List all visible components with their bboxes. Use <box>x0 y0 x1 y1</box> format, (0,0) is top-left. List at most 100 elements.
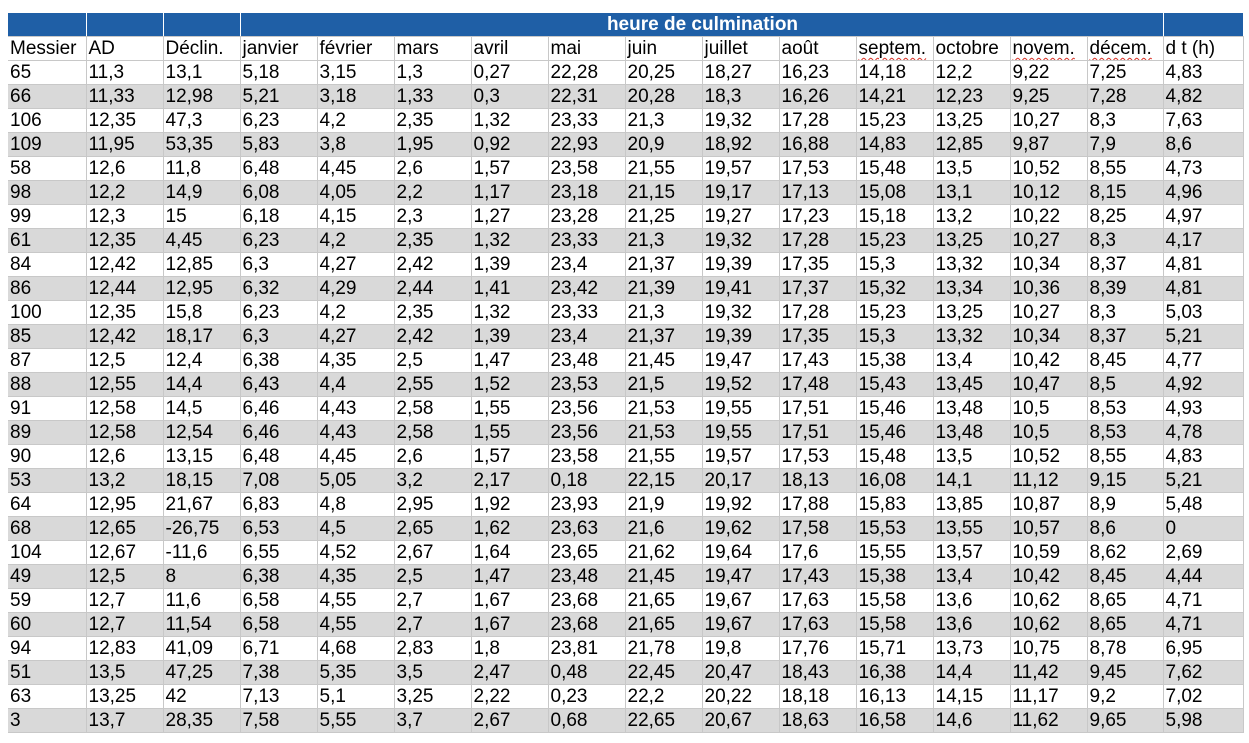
table-cell[interactable]: 21,65 <box>625 588 703 613</box>
table-cell[interactable]: 7,28 <box>1087 84 1164 109</box>
table-cell[interactable]: 13,32 <box>933 252 1011 277</box>
column-header-cell[interactable]: mai <box>548 36 626 61</box>
table-cell[interactable]: 21,53 <box>625 420 703 445</box>
table-cell[interactable]: 19,57 <box>702 156 780 181</box>
table-cell[interactable]: 4,77 <box>1163 348 1244 373</box>
table-cell[interactable]: 13,25 <box>933 228 1011 253</box>
table-cell[interactable]: 15,3 <box>856 324 934 349</box>
table-cell[interactable]: 1,41 <box>471 276 549 301</box>
table-cell[interactable]: 12,98 <box>163 84 241 109</box>
table-cell[interactable]: 98 <box>8 180 87 205</box>
table-cell[interactable]: 23,4 <box>548 252 626 277</box>
table-cell[interactable]: 23,33 <box>548 228 626 253</box>
table-cell[interactable]: 2,58 <box>394 420 472 445</box>
header-cell-blank[interactable] <box>163 13 241 37</box>
column-header-cell[interactable]: décem. <box>1087 36 1164 61</box>
table-cell[interactable]: 4,2 <box>317 228 395 253</box>
table-cell[interactable]: 18,17 <box>163 324 241 349</box>
table-cell[interactable]: 84 <box>8 252 87 277</box>
table-cell[interactable]: 1,33 <box>394 84 472 109</box>
table-cell[interactable]: 10,36 <box>1010 276 1088 301</box>
table-cell[interactable]: 18,63 <box>779 708 857 733</box>
table-cell[interactable]: 12,85 <box>933 132 1011 157</box>
table-cell[interactable]: 19,55 <box>702 420 780 445</box>
header-cell-blank[interactable] <box>8 13 87 37</box>
table-cell[interactable]: 60 <box>8 612 87 637</box>
table-cell[interactable]: 9,22 <box>1010 60 1088 85</box>
table-cell[interactable]: 8,5 <box>1087 372 1164 397</box>
table-cell[interactable]: 19,47 <box>702 348 780 373</box>
table-cell[interactable]: 4,27 <box>317 252 395 277</box>
table-cell[interactable]: 6,71 <box>240 636 318 661</box>
table-cell[interactable]: 17,6 <box>779 540 857 565</box>
table-cell[interactable]: 7,63 <box>1163 108 1244 133</box>
header-cell-blank[interactable] <box>86 13 164 37</box>
table-cell[interactable]: 2,67 <box>471 708 549 733</box>
table-cell[interactable]: 1,32 <box>471 108 549 133</box>
table-cell[interactable]: 8,3 <box>1087 228 1164 253</box>
table-cell[interactable]: 61 <box>8 228 87 253</box>
table-cell[interactable]: 12,4 <box>163 348 241 373</box>
table-cell[interactable]: 15,55 <box>856 540 934 565</box>
table-cell[interactable]: 15,46 <box>856 396 934 421</box>
table-cell[interactable]: 19,39 <box>702 324 780 349</box>
table-cell[interactable]: 7,62 <box>1163 660 1244 685</box>
table-cell[interactable]: 17,51 <box>779 396 857 421</box>
table-cell[interactable]: 21,25 <box>625 204 703 229</box>
table-cell[interactable]: 11,42 <box>1010 660 1088 685</box>
table-cell[interactable]: 21,37 <box>625 324 703 349</box>
table-cell[interactable]: 21,45 <box>625 348 703 373</box>
table-cell[interactable]: 13,32 <box>933 324 1011 349</box>
table-cell[interactable]: 4,15 <box>317 204 395 229</box>
table-cell[interactable]: 19,32 <box>702 108 780 133</box>
table-cell[interactable]: 12,2 <box>933 60 1011 85</box>
table-cell[interactable]: 8,37 <box>1087 324 1164 349</box>
table-cell[interactable]: 100 <box>8 300 87 325</box>
table-cell[interactable]: 10,5 <box>1010 420 1088 445</box>
table-cell[interactable]: 17,88 <box>779 492 857 517</box>
table-cell[interactable]: 17,51 <box>779 420 857 445</box>
table-cell[interactable]: 9,87 <box>1010 132 1088 157</box>
table-cell[interactable]: 17,58 <box>779 516 857 541</box>
table-cell[interactable]: 23,53 <box>548 372 626 397</box>
table-cell[interactable]: 19,92 <box>702 492 780 517</box>
table-cell[interactable]: 21,45 <box>625 564 703 589</box>
table-cell[interactable]: 104 <box>8 540 87 565</box>
table-cell[interactable]: 11,33 <box>86 84 164 109</box>
table-cell[interactable]: 22,31 <box>548 84 626 109</box>
table-cell[interactable]: 8,6 <box>1087 516 1164 541</box>
table-cell[interactable]: 21,5 <box>625 372 703 397</box>
table-cell[interactable]: 53 <box>8 468 87 493</box>
table-cell[interactable]: 12,42 <box>86 252 164 277</box>
table-cell[interactable]: 2,35 <box>394 300 472 325</box>
table-cell[interactable]: 2,47 <box>471 660 549 685</box>
column-header-cell[interactable]: AD <box>86 36 164 61</box>
table-cell[interactable]: 94 <box>8 636 87 661</box>
table-cell[interactable]: 41,09 <box>163 636 241 661</box>
header-cell-blank[interactable] <box>1163 13 1244 37</box>
table-cell[interactable]: 13,85 <box>933 492 1011 517</box>
table-cell[interactable]: 90 <box>8 444 87 469</box>
table-cell[interactable]: 17,28 <box>779 300 857 325</box>
table-cell[interactable]: 11,62 <box>1010 708 1088 733</box>
table-cell[interactable]: 21,55 <box>625 156 703 181</box>
table-cell[interactable]: 6,58 <box>240 588 318 613</box>
table-cell[interactable]: 5,1 <box>317 684 395 709</box>
table-cell[interactable]: 4,05 <box>317 180 395 205</box>
table-cell[interactable]: 6,38 <box>240 348 318 373</box>
table-cell[interactable]: 8,55 <box>1087 156 1164 181</box>
table-cell[interactable]: 16,08 <box>856 468 934 493</box>
table-cell[interactable]: 23,58 <box>548 156 626 181</box>
table-cell[interactable]: 91 <box>8 396 87 421</box>
table-cell[interactable]: 6,3 <box>240 324 318 349</box>
table-cell[interactable]: 10,75 <box>1010 636 1088 661</box>
table-cell[interactable]: 53,35 <box>163 132 241 157</box>
table-cell[interactable]: 1,17 <box>471 180 549 205</box>
table-cell[interactable]: 2,7 <box>394 612 472 637</box>
table-cell[interactable]: 23,56 <box>548 396 626 421</box>
table-cell[interactable]: 14,4 <box>933 660 1011 685</box>
table-cell[interactable]: 14,4 <box>163 372 241 397</box>
table-cell[interactable]: 1,95 <box>394 132 472 157</box>
table-cell[interactable]: 106 <box>8 108 87 133</box>
table-cell[interactable]: 23,65 <box>548 540 626 565</box>
